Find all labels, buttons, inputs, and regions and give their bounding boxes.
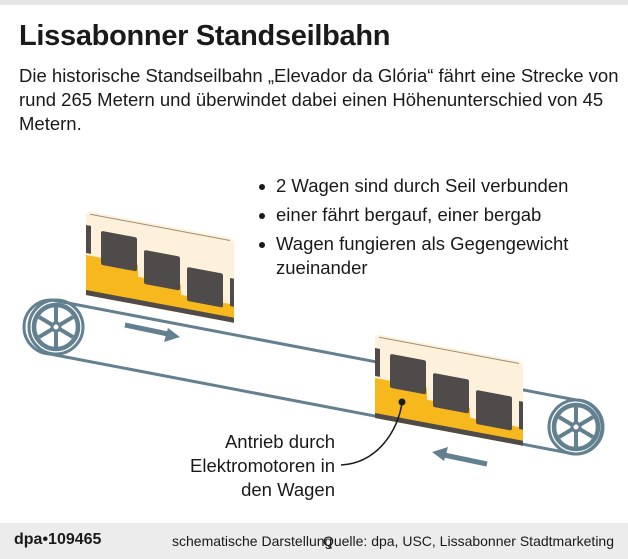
dpa-logo: dpa•109465 (14, 531, 102, 548)
schematic-note: schematische Darstellung (172, 533, 333, 549)
bullet-list: 2 Wagen sind durch Seil verbunden einer … (258, 174, 628, 285)
arrow-right-icon (124, 322, 180, 342)
bullet-item: 2 Wagen sind durch Seil verbunden (258, 174, 628, 198)
top-bar (0, 0, 628, 5)
annotation-dot (398, 398, 406, 406)
annotation-line: Elektromotoren in (190, 455, 335, 476)
arrow-left-icon (432, 447, 488, 467)
right-wheel-icon (549, 400, 603, 454)
bullet-item: Wagen fungieren als Gegengewicht zueinan… (258, 232, 628, 280)
source-credit: Quelle: dpa, USC, Lissabonner Stadtmarke… (322, 533, 614, 549)
funicular-diagram (22, 210, 628, 467)
annotation-line: Antrieb durch (224, 431, 335, 452)
page-title: Lissabonner Standseilbahn (19, 20, 391, 52)
left-wheel-icon (29, 300, 83, 354)
annotation-leader (340, 402, 403, 466)
bullet-item: einer fährt bergauf, einer bergab (258, 203, 628, 227)
annotation-line: den Wagen (241, 479, 335, 500)
upper-car (85, 210, 235, 324)
subtitle: Die historische Standseilbahn „Elevador … (19, 65, 619, 134)
lower-car (374, 333, 524, 447)
footer: dpa•109465 schematische Darstellung Quel… (0, 523, 628, 559)
motor-annotation: Antrieb durch Elektromotoren in den Wage… (190, 430, 335, 502)
